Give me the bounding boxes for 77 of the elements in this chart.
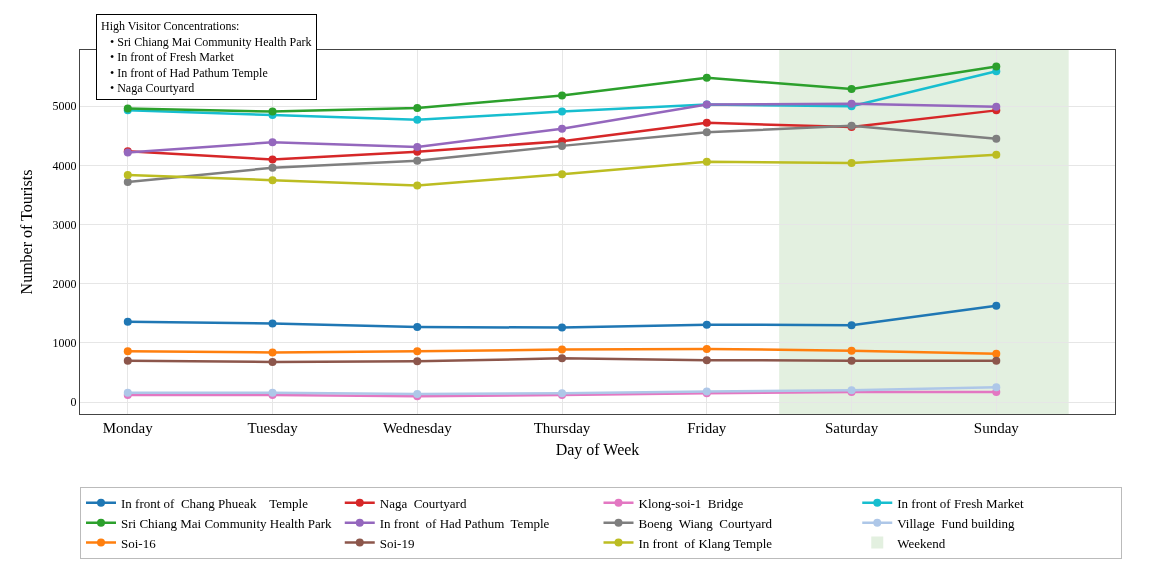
point <box>268 176 277 185</box>
legend-label: In front of Had Pathum Temple <box>379 515 550 531</box>
x-tick-label: Wednesday <box>382 420 453 436</box>
y-tick-label: 5000 <box>52 99 77 114</box>
legend-label: In front of Fresh Market <box>897 495 1024 511</box>
point <box>992 134 1001 143</box>
point <box>268 155 277 164</box>
point <box>847 321 856 330</box>
legend-label: Sri Chiang Mai Community Health Park <box>121 515 333 531</box>
point <box>702 157 711 166</box>
point <box>992 356 1001 365</box>
point <box>123 317 132 326</box>
point <box>558 323 567 332</box>
x-tick-label: Thursday <box>533 420 591 436</box>
point <box>123 170 132 179</box>
point <box>992 383 1001 392</box>
point <box>992 150 1001 159</box>
point <box>992 102 1001 111</box>
point <box>558 107 567 116</box>
x-tick-label: Tuesday <box>247 420 299 436</box>
point <box>847 356 856 365</box>
y-tick-label: 2000 <box>52 276 77 291</box>
x-tick-label: Monday <box>102 420 154 436</box>
legend-label: In front of Chang Phueak Temple <box>121 495 309 511</box>
legend-label: Soi-16 <box>121 535 157 551</box>
point <box>123 356 132 365</box>
legend-label: Soi-19 <box>379 535 415 551</box>
legend-label: Boeng Wiang Courtyard <box>638 515 773 531</box>
point <box>702 73 711 82</box>
x-axis-title: Day of Week <box>555 440 640 459</box>
point <box>413 323 422 331</box>
annotation: High Visitor Concentrations: • Sri Chiang Mai Community Health Park • In front of Fresh Market • In front of Had Pathum Temple • Naga Courtyard <box>101 19 312 96</box>
point <box>413 181 422 190</box>
point <box>702 118 711 127</box>
point <box>268 163 277 172</box>
point <box>413 156 422 165</box>
point <box>992 301 1001 310</box>
legend-label: Village Fund building <box>897 515 1016 531</box>
point <box>702 320 711 329</box>
x-tick-label: Saturday <box>824 420 879 436</box>
x-tick-label: Sunday <box>973 420 1020 436</box>
y-tick-label: 4000 <box>52 158 77 173</box>
point <box>847 85 856 94</box>
y-tick-label: 1000 <box>52 336 77 351</box>
point <box>558 141 567 150</box>
point <box>268 357 277 366</box>
point <box>702 128 711 137</box>
point <box>413 347 422 356</box>
point <box>558 91 567 100</box>
x-tick-label: Friday <box>687 420 727 436</box>
point <box>558 170 567 179</box>
y-tick-label: 0 <box>70 395 77 410</box>
legend-label: Weekend <box>897 535 946 551</box>
y-axis-title: Number of Tourists <box>18 169 36 295</box>
y-tick-label: 3000 <box>52 217 77 232</box>
point <box>702 344 711 353</box>
point <box>558 345 567 354</box>
point <box>123 347 132 356</box>
point <box>123 177 132 186</box>
point <box>992 349 1001 358</box>
legend-label: In front of Klang Temple <box>638 535 773 551</box>
point <box>413 104 422 112</box>
point <box>558 354 567 363</box>
point <box>847 159 856 168</box>
point <box>268 319 277 328</box>
point <box>413 357 422 366</box>
point <box>702 356 711 365</box>
point <box>268 348 277 357</box>
point <box>992 62 1001 71</box>
point <box>268 138 277 147</box>
point <box>558 124 567 133</box>
point <box>847 346 856 355</box>
legend-label: Naga Courtyard <box>379 495 467 511</box>
point <box>413 115 422 124</box>
point <box>268 107 277 116</box>
point <box>413 143 422 152</box>
legend-label: Klong-soi-1 Bridge <box>638 495 744 511</box>
